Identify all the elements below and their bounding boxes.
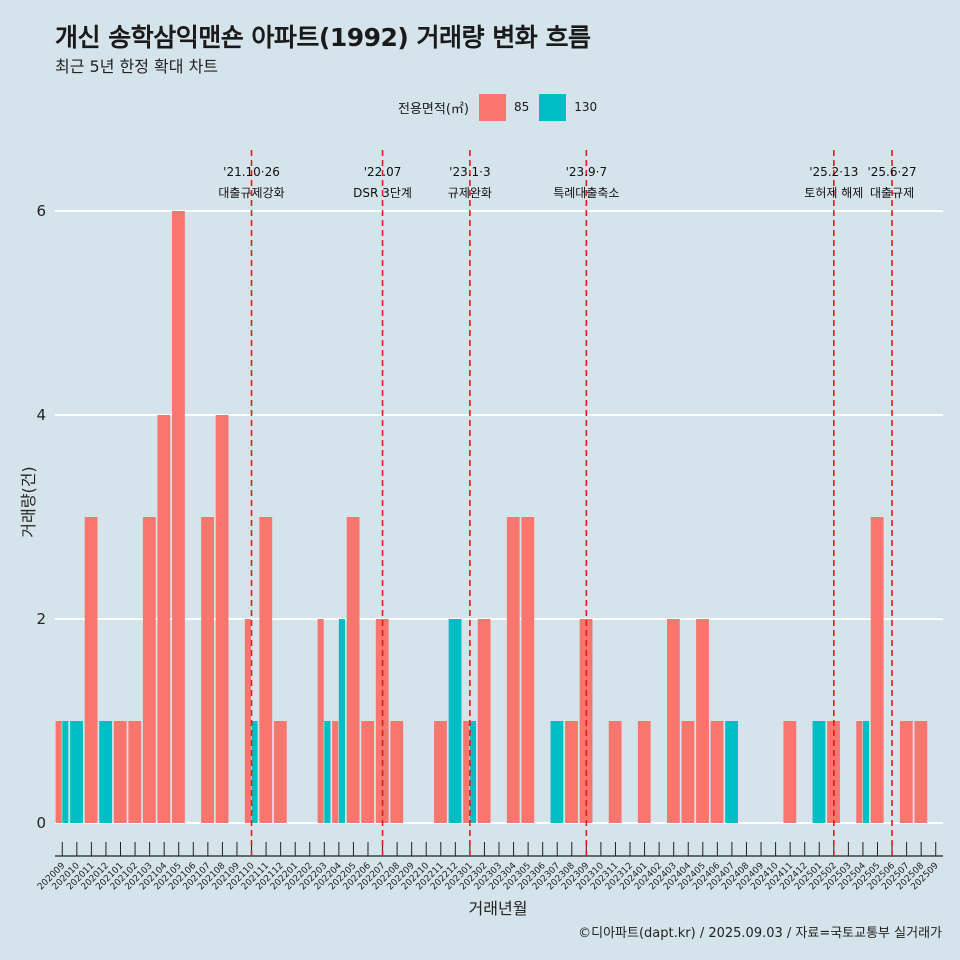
bar-85-202211	[434, 721, 447, 823]
bar-85-202110	[244, 619, 251, 823]
source-caption: ©디아파트(dapt.kr) / 2025.09.03 / 자료=국토교통부 실…	[578, 926, 942, 941]
bar-85-202103	[142, 517, 156, 823]
legend-key-85	[478, 93, 506, 121]
bar-85-202403	[666, 619, 680, 823]
chart-title: 개신 송학삼익맨숀 아파트(1992) 거래량 변화 흐름	[55, 23, 591, 52]
event-date: '23.1·3	[449, 165, 490, 179]
event-label: 특례대출축소	[553, 186, 619, 200]
bar-85-202111	[259, 517, 273, 823]
bar-130-202307	[550, 721, 564, 823]
x-axis-title: 거래년월	[469, 899, 528, 918]
bar-85-202406	[710, 721, 724, 823]
bar-130-202504	[862, 721, 870, 823]
chart-subtitle: 최근 5년 한정 확대 차트	[55, 57, 219, 76]
event-date: '25.6·27	[867, 165, 916, 179]
event-date: '22.07	[364, 165, 402, 179]
event-date: '25.2·13	[809, 165, 858, 179]
y-tick-label: 2	[36, 610, 46, 628]
bar-130-202009	[62, 721, 69, 823]
bar-130-202407	[725, 721, 739, 823]
bar-85-202311	[608, 721, 622, 823]
legend-label-130: 130	[574, 100, 598, 114]
bar-130-202012	[99, 721, 113, 823]
bar-85-202504	[856, 721, 863, 823]
event-label: 토허제 해제	[804, 186, 863, 200]
legend: 전용면적(㎡) 85 130	[398, 93, 607, 121]
bar-85-202505	[870, 517, 884, 823]
bar-85-202205	[346, 517, 360, 823]
event-label: 규제완화	[448, 186, 492, 200]
legend-label-85: 85	[513, 100, 530, 114]
bar-85-202102	[128, 721, 142, 823]
bar-85-202204	[332, 721, 339, 823]
bar-85-202206	[361, 721, 375, 823]
y-tick-label: 0	[36, 814, 46, 832]
bar-85-202009	[55, 721, 62, 823]
bar-85-202404	[681, 721, 695, 823]
bar-130-202110	[251, 721, 258, 823]
bar-85-202305	[521, 517, 535, 823]
y-axis-title: 거래량(건)	[19, 466, 38, 537]
bar-85-202011	[84, 517, 98, 823]
event-label: 대출규제강화	[218, 186, 284, 200]
y-tick-label: 6	[36, 202, 46, 220]
bar-85-202304	[506, 517, 520, 823]
bar-85-202301	[463, 721, 470, 823]
y-tick-label: 4	[36, 406, 46, 424]
bar-85-202101	[113, 721, 127, 823]
bar-85-202405	[696, 619, 709, 823]
bar-85-202112	[273, 721, 287, 823]
legend-key-130	[539, 93, 567, 121]
event-date: '21.10·26	[223, 165, 280, 179]
legend-title: 전용면적(㎡)	[398, 101, 469, 117]
bar-85-202411	[783, 721, 797, 823]
bar-85-202108	[215, 415, 229, 823]
bar-85-202104	[157, 415, 171, 823]
bar-85-202203	[317, 619, 324, 823]
bar-85-202508	[914, 721, 928, 823]
bar-85-202302	[477, 619, 491, 823]
bar-130-202501	[812, 721, 826, 823]
bar-85-202105	[172, 211, 185, 823]
bar-85-202401	[637, 721, 651, 823]
bar-130-202301	[469, 721, 476, 823]
bar-85-202308	[565, 721, 578, 823]
bar-85-202507	[899, 721, 913, 823]
bar-130-202204	[338, 619, 345, 823]
bar-130-202010	[70, 721, 83, 823]
event-date: '23.9·7	[566, 165, 607, 179]
event-label: 대출규제	[870, 186, 914, 200]
bar-85-202208	[390, 721, 404, 823]
bar-130-202203	[324, 721, 331, 823]
event-label: DSR 3단계	[353, 186, 412, 200]
bar-85-202107	[201, 517, 214, 823]
bar-130-202212	[448, 619, 462, 823]
